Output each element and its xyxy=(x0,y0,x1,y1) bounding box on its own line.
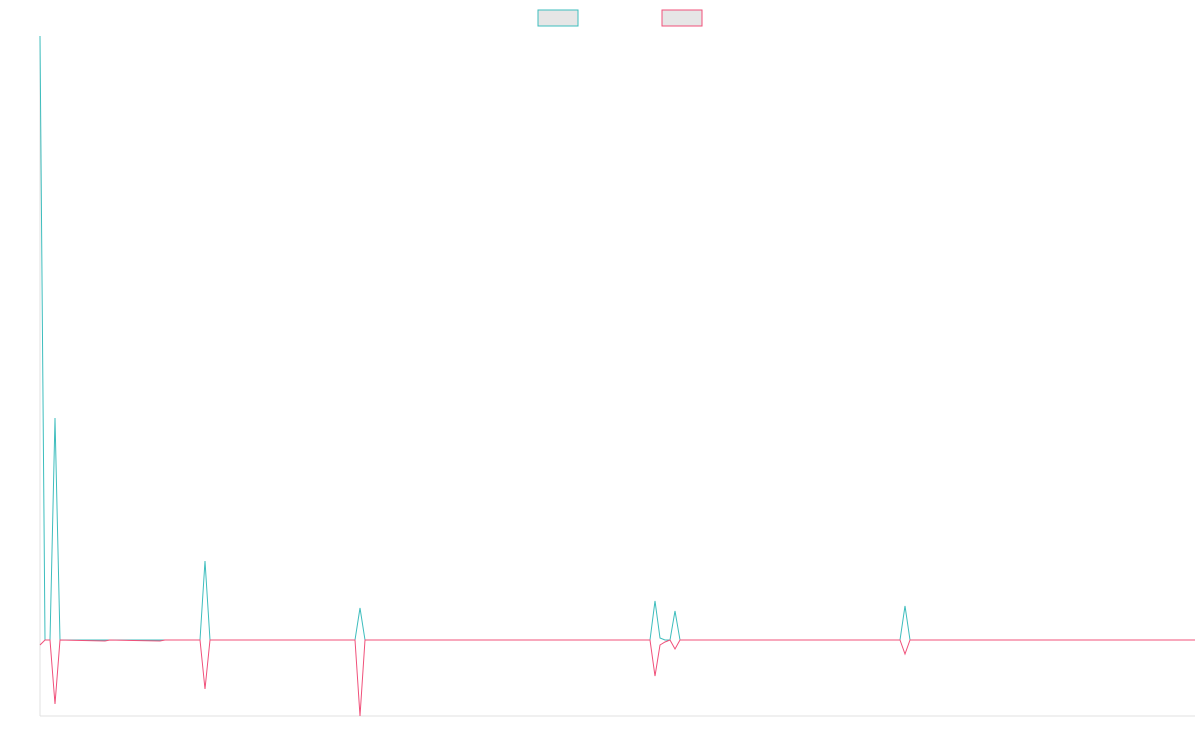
legend-item[interactable] xyxy=(537,9,579,27)
series-line xyxy=(39,639,1195,717)
series-line xyxy=(39,35,1195,641)
legend-item[interactable] xyxy=(661,9,703,27)
